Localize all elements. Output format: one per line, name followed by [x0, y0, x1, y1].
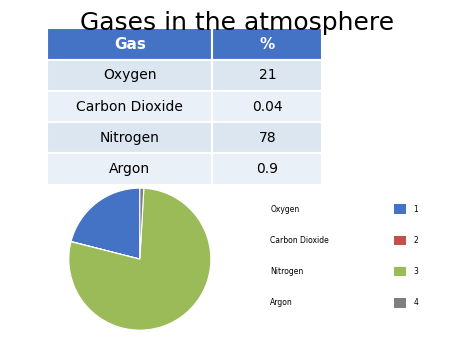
Wedge shape — [140, 188, 144, 259]
Text: 21: 21 — [258, 68, 276, 82]
Text: Oxygen: Oxygen — [103, 68, 156, 82]
Text: 1: 1 — [413, 205, 418, 214]
Text: Argon: Argon — [270, 299, 293, 307]
Bar — [212, 122, 322, 153]
Bar — [393, 298, 406, 307]
Wedge shape — [71, 188, 140, 259]
Text: Carbon Dioxide: Carbon Dioxide — [270, 236, 329, 245]
Text: Carbon Dioxide: Carbon Dioxide — [76, 99, 183, 114]
Bar — [47, 153, 212, 185]
Bar — [393, 236, 406, 245]
Bar — [212, 60, 322, 91]
Text: Gas: Gas — [114, 37, 146, 51]
Bar — [47, 60, 212, 91]
Wedge shape — [71, 241, 140, 259]
Bar — [212, 28, 322, 60]
Text: Nitrogen: Nitrogen — [270, 267, 303, 276]
Text: 0.04: 0.04 — [252, 99, 283, 114]
Text: Nitrogen: Nitrogen — [100, 131, 160, 145]
Text: Argon: Argon — [109, 162, 150, 176]
Bar — [47, 91, 212, 122]
Text: 0.9: 0.9 — [256, 162, 278, 176]
Text: Oxygen: Oxygen — [270, 205, 300, 214]
Text: 3: 3 — [413, 267, 419, 276]
Bar — [212, 153, 322, 185]
Text: %: % — [260, 37, 275, 51]
Bar — [212, 91, 322, 122]
Text: 2: 2 — [413, 236, 418, 245]
Wedge shape — [69, 188, 211, 330]
Text: 78: 78 — [258, 131, 276, 145]
Bar — [393, 204, 406, 214]
Bar — [47, 122, 212, 153]
Text: 4: 4 — [413, 299, 419, 307]
Bar — [393, 267, 406, 276]
Bar — [47, 28, 212, 60]
Text: Gases in the atmosphere: Gases in the atmosphere — [80, 11, 394, 35]
